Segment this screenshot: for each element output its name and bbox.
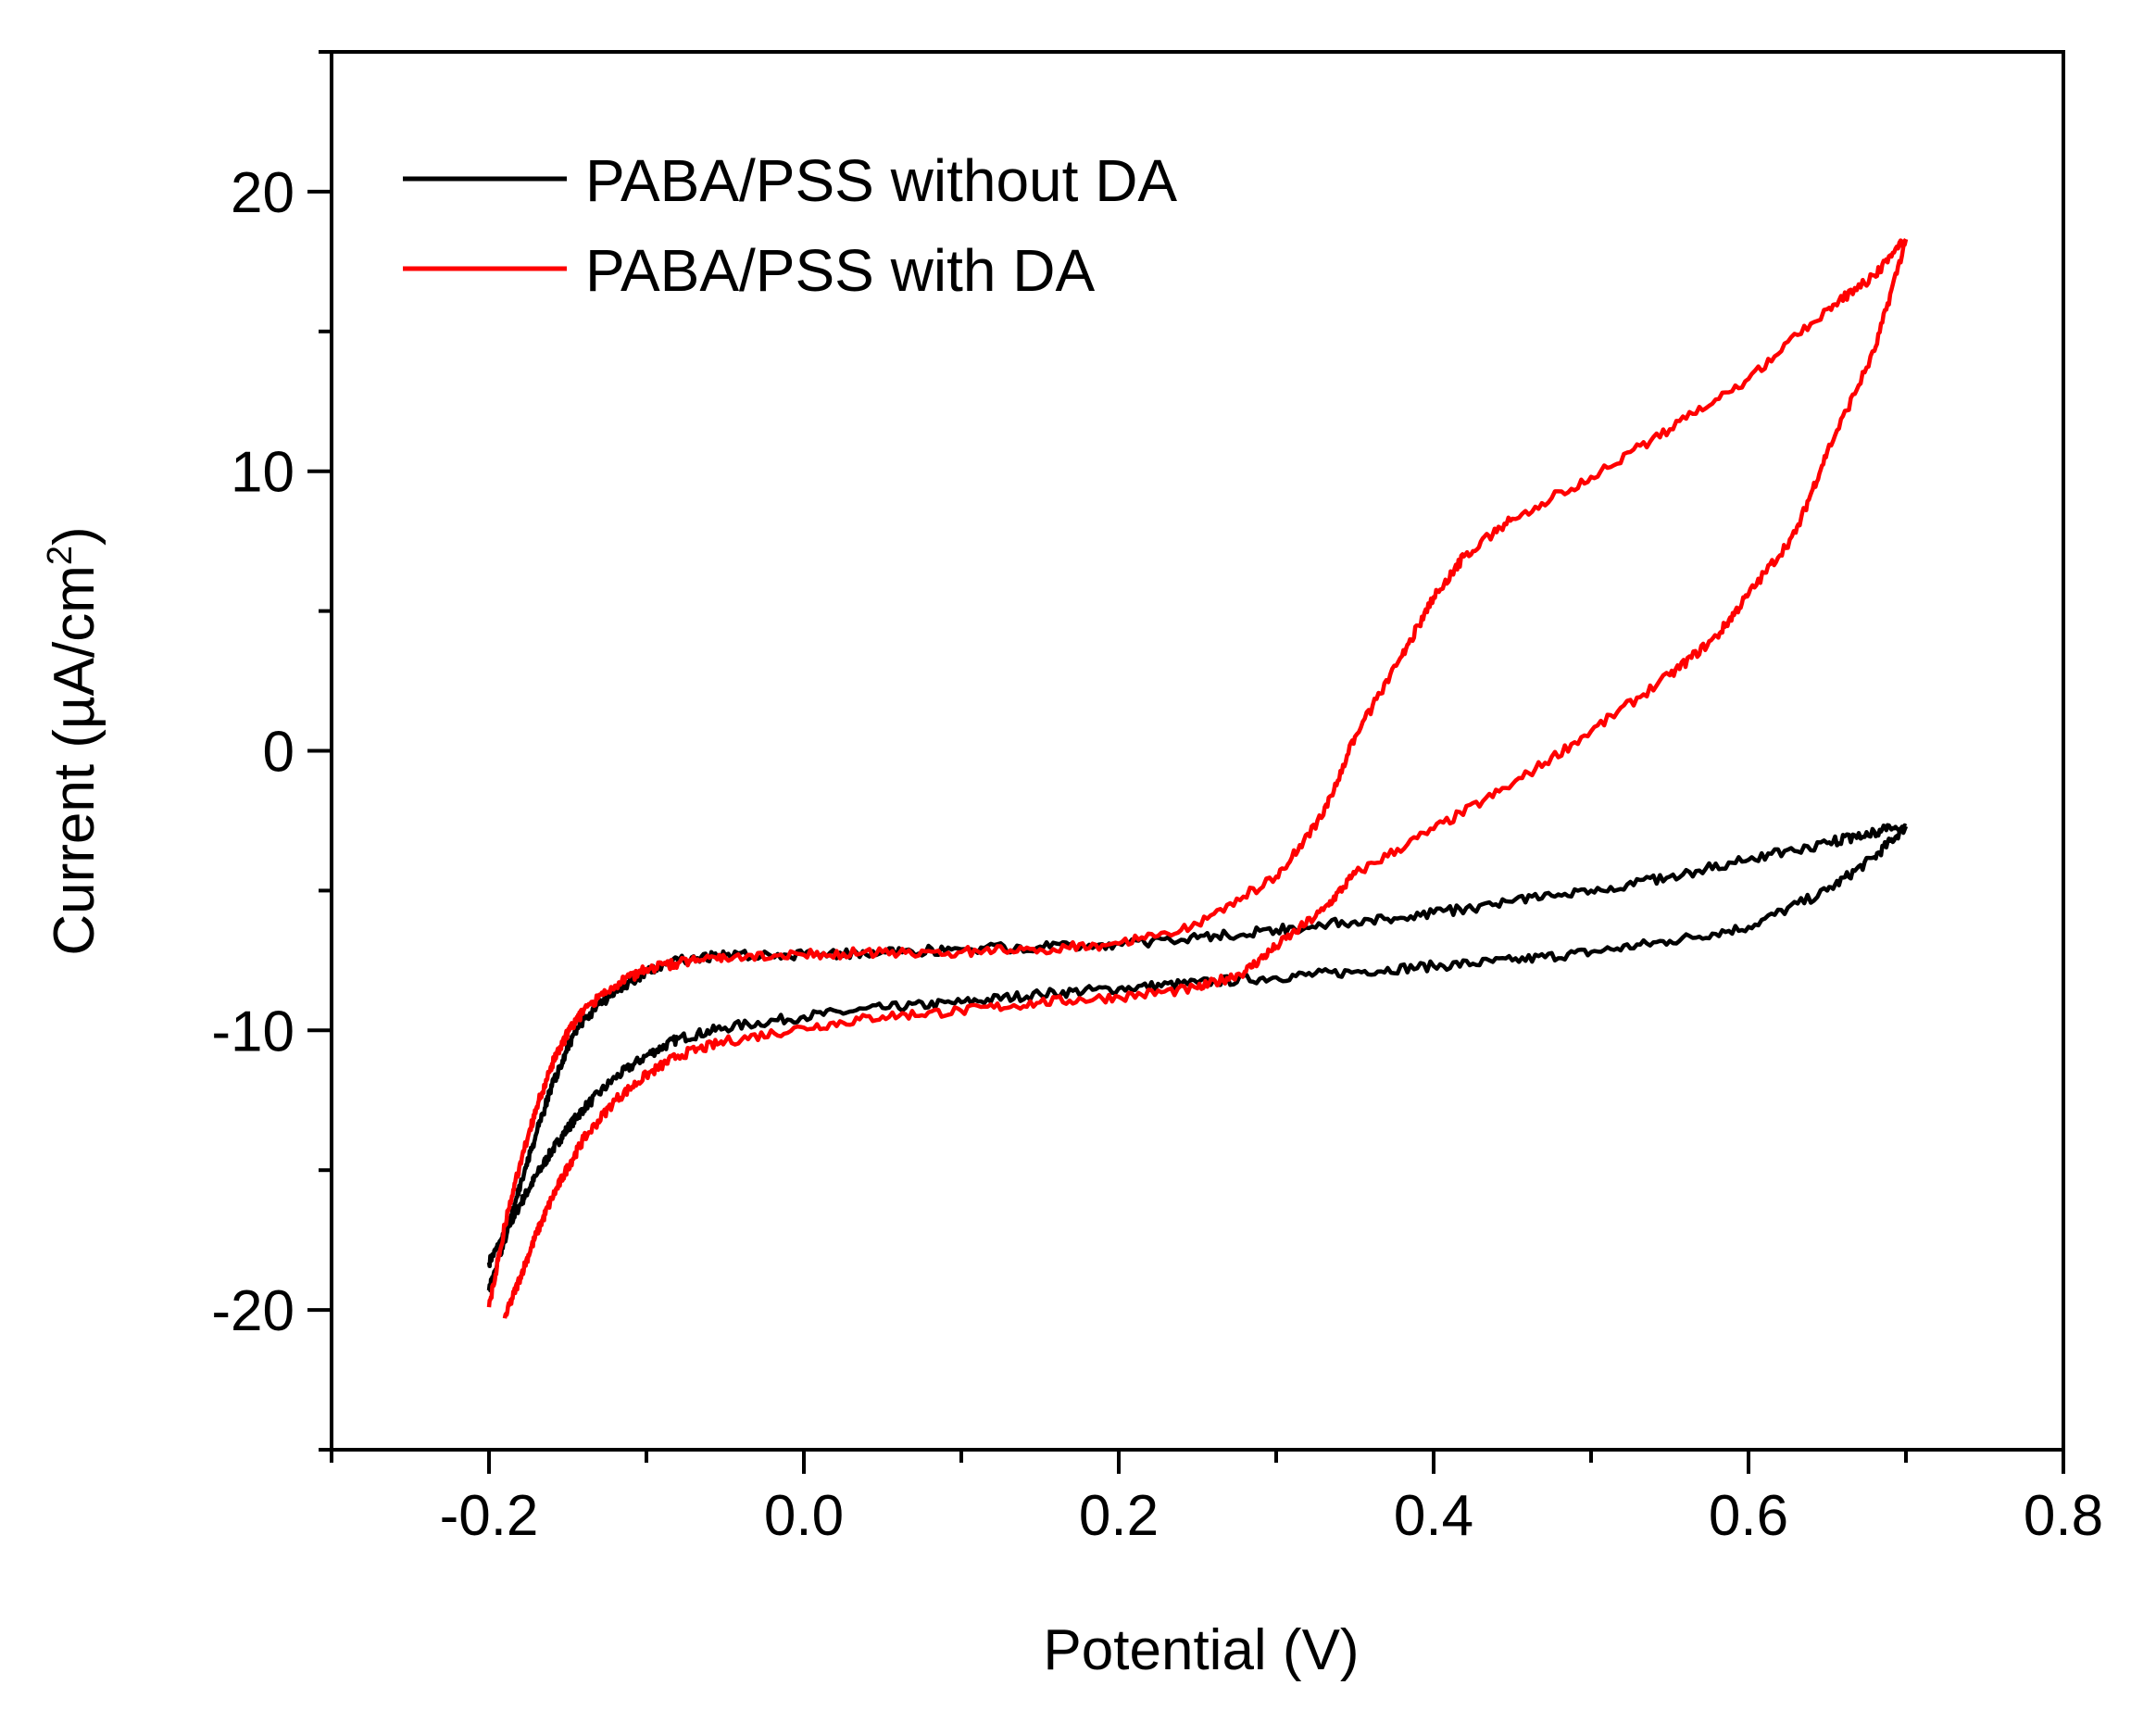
series-line-without-da-forward	[486, 824, 1909, 1269]
x-tick-label: 0.0	[764, 1484, 844, 1548]
y-axis-title-base: Current (µA/cm	[43, 565, 107, 956]
x-tick-label: 0.8	[2024, 1484, 2103, 1548]
y-axis-title-superscript: 2	[41, 546, 80, 565]
y-axis-title-tail: )	[43, 526, 107, 546]
legend-label-with-da: PABA/PSS with DA	[585, 237, 1095, 304]
series-line-without-da-reverse	[486, 823, 1908, 1293]
tick-labels: -0.2 0.0 0.2 0.4 0.6 0.8 -20 -10 0 10 20	[211, 161, 2103, 1548]
y-tick-label: -20	[211, 1279, 295, 1343]
series-line-with-da-reverse	[486, 238, 1909, 1308]
y-tick-label: 0	[263, 721, 295, 785]
y-axis-title: Current (µA/cm2)	[41, 526, 107, 955]
x-tick-label: -0.2	[440, 1484, 539, 1548]
x-tick-label: 0.4	[1394, 1484, 1473, 1548]
legend-label-without-da: PABA/PSS without DA	[585, 147, 1177, 214]
y-tick-label: 20	[231, 161, 295, 225]
x-tick-label: 0.2	[1079, 1484, 1159, 1548]
legend: PABA/PSS without DA PABA/PSS with DA	[403, 147, 1177, 304]
x-tick-label: 0.6	[1709, 1484, 1788, 1548]
ticks	[307, 50, 2065, 1474]
x-axis-title: Potential (V)	[1043, 1618, 1359, 1682]
y-tick-label: 10	[231, 441, 295, 505]
series-curves	[486, 237, 1909, 1319]
series-line-with-da-forward	[502, 237, 1908, 1319]
y-tick-label: -10	[211, 1000, 295, 1063]
